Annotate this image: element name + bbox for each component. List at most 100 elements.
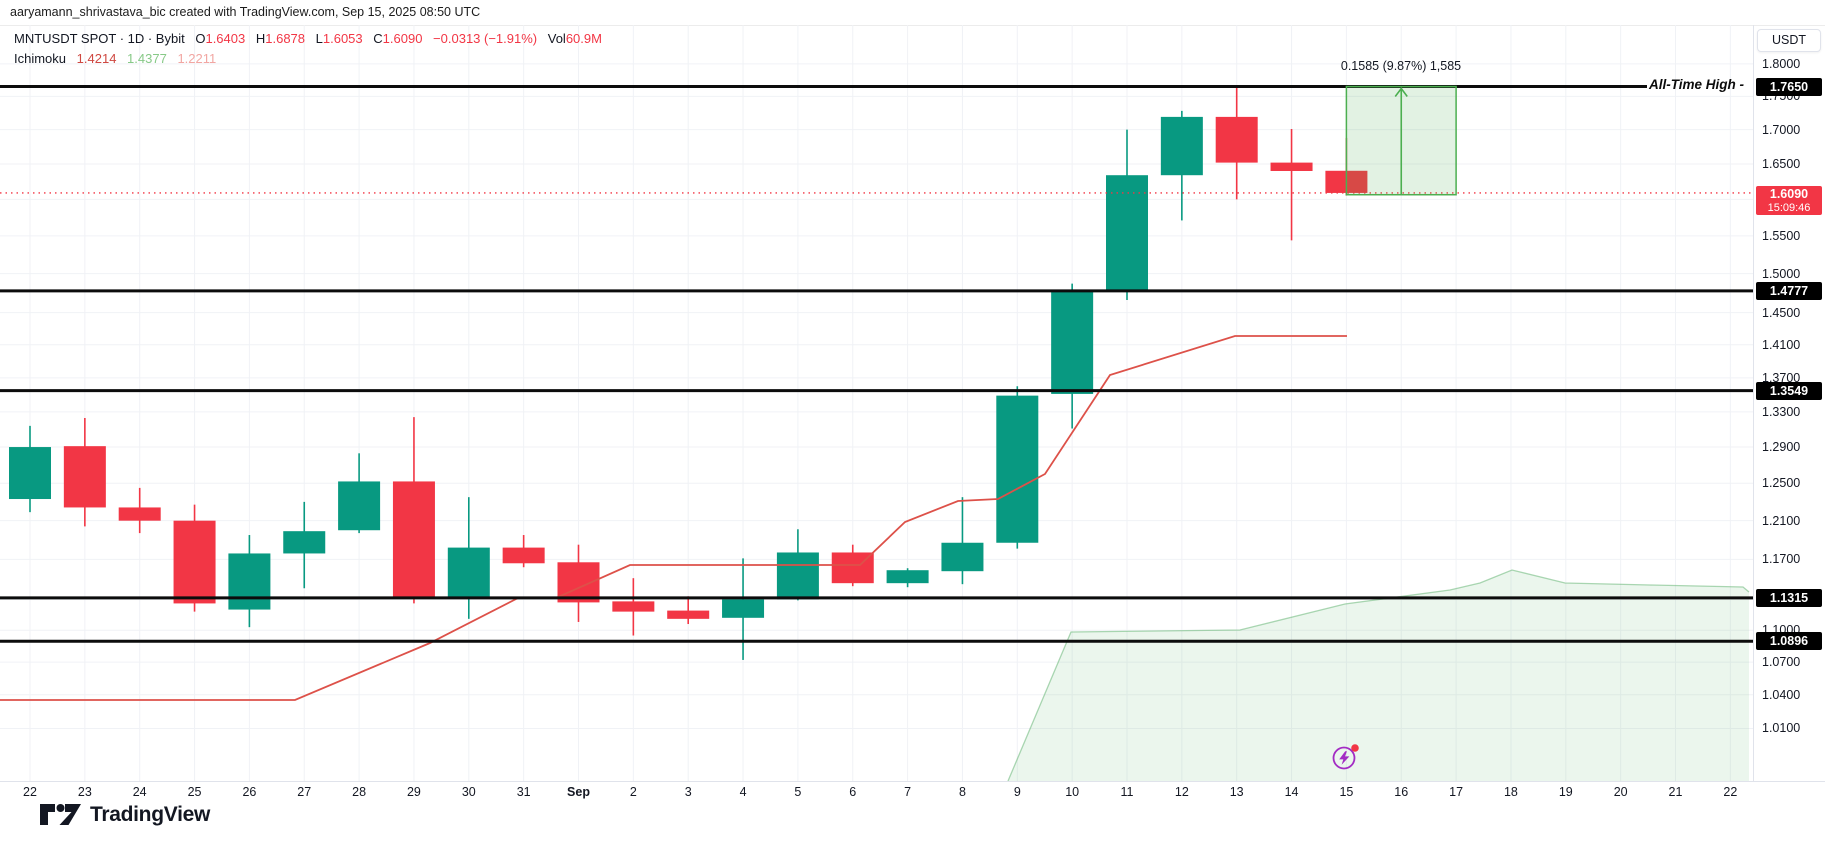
indicator-value-2: 1.4377 xyxy=(127,51,167,66)
time-tick: 12 xyxy=(1174,785,1189,799)
candle-body xyxy=(612,601,655,612)
tradingview-logo[interactable]: TradingView xyxy=(38,799,210,831)
candle-body xyxy=(722,599,765,618)
attribution-text: aaryamann_shrivastava_bic created with T… xyxy=(10,5,481,19)
indicator-value-3: 1.2211 xyxy=(177,51,217,66)
candle-body xyxy=(1160,116,1203,176)
price-tick: 1.4500 xyxy=(1762,305,1801,320)
price-tick: 1.3300 xyxy=(1762,404,1801,419)
tradingview-logo-mark xyxy=(40,804,81,825)
symbol-legend-row[interactable]: MNTUSDT SPOT · 1D · Bybit O1.6403 H1.687… xyxy=(14,29,602,49)
indicator-legend-row[interactable]: Ichimoku 1.4214 1.4377 1.2211 xyxy=(14,49,602,69)
attribution-bar: aaryamann_shrivastava_bic created with T… xyxy=(0,0,1825,26)
flash-icon[interactable] xyxy=(1329,741,1363,775)
price-tick: 1.0700 xyxy=(1762,655,1801,670)
time-tick: 2 xyxy=(629,785,637,799)
low-label: L xyxy=(315,31,323,46)
flash-icon-bolt xyxy=(1339,751,1350,765)
time-tick: 13 xyxy=(1229,785,1244,799)
candle-body xyxy=(1051,290,1094,394)
time-tick: 9 xyxy=(1013,785,1021,799)
price-tick: 1.5500 xyxy=(1762,228,1801,243)
candle-body xyxy=(392,481,435,599)
measure-tool-label: 0.1585 (9.87%) 1,585 xyxy=(1340,59,1462,73)
measure-arrowhead xyxy=(1394,87,1408,97)
flash-icon-circle xyxy=(1332,746,1356,770)
level-price-badge: 1.4777 xyxy=(1756,281,1822,300)
candle-body xyxy=(338,481,381,531)
low-value: 1.6053 xyxy=(322,31,363,46)
candle-body xyxy=(886,570,929,584)
open-label: O xyxy=(195,31,206,46)
open-value: 1.6403 xyxy=(205,31,246,46)
time-tick: 28 xyxy=(352,785,367,799)
time-tick: 30 xyxy=(461,785,476,799)
candle-body xyxy=(118,507,161,521)
ichimoku-cloud xyxy=(1008,570,1749,781)
indicator-value-1: 1.4214 xyxy=(76,51,117,66)
time-tick: 5 xyxy=(794,785,802,799)
price-tick: 1.3700 xyxy=(1762,370,1801,385)
time-tick: 3 xyxy=(684,785,692,799)
level-price-badge: 1.1315 xyxy=(1756,588,1822,607)
change-value: −0.0313 (−1.91%) xyxy=(433,31,538,46)
candle-body xyxy=(173,520,216,604)
price-tick: 1.0400 xyxy=(1762,687,1801,702)
level-price-badge: 1.7650 xyxy=(1756,77,1822,96)
time-tick: 14 xyxy=(1284,785,1299,799)
time-tick: 22 xyxy=(23,785,37,799)
time-axis[interactable]: 22 23 24 25 26 27 28 29 30 31 Sep 2 3 4 5 6 7 8 9 10 11 12 13 1… xyxy=(0,782,1753,808)
candle-body xyxy=(1270,162,1313,171)
price-axis-separator xyxy=(1753,25,1754,781)
price-tick: 1.8000 xyxy=(1762,56,1801,71)
candle-body xyxy=(1215,116,1258,163)
candle-body xyxy=(1106,175,1148,291)
volume-label: Vol xyxy=(547,31,566,46)
high-value: 1.6878 xyxy=(265,31,306,46)
volume-value: 60.9M xyxy=(565,31,602,46)
candle-body xyxy=(9,447,51,500)
all-time-high-label[interactable]: All-Time High - xyxy=(1649,77,1745,92)
price-tick: 1.2500 xyxy=(1762,476,1801,491)
time-tick: 4 xyxy=(739,785,747,799)
time-tick: 15 xyxy=(1339,785,1354,799)
legend: MNTUSDT SPOT · 1D · Bybit O1.6403 H1.687… xyxy=(14,29,602,69)
time-tick: 23 xyxy=(77,785,92,799)
candle-body xyxy=(996,395,1039,543)
price-tick: 1.0100 xyxy=(1762,721,1801,736)
time-tick: 18 xyxy=(1503,785,1518,799)
last-price-value: 1.6090 xyxy=(1769,186,1809,201)
high-label: H xyxy=(255,31,266,46)
time-tick: 26 xyxy=(242,785,257,799)
time-tick: 8 xyxy=(958,785,966,799)
candle-body xyxy=(228,553,271,610)
last-price-badge: 1.6090 15:09:46 xyxy=(1756,185,1822,215)
price-axis[interactable]: 1.6090 15:09:46 1.8000 1.7500 1.7000 1.6500… xyxy=(1754,0,1825,781)
time-axis-separator xyxy=(0,781,1825,782)
time-tick: Sep xyxy=(567,785,590,799)
symbol-title: MNTUSDT SPOT · 1D · Bybit xyxy=(14,31,185,46)
close-label: C xyxy=(373,31,383,46)
time-tick: 7 xyxy=(904,785,912,799)
candle-body xyxy=(63,446,106,508)
time-tick: 22 xyxy=(1723,785,1738,799)
time-tick: 25 xyxy=(187,785,202,799)
candle-body xyxy=(283,531,326,554)
time-tick: 31 xyxy=(516,785,531,799)
time-tick: 20 xyxy=(1613,785,1628,799)
ichimoku-cloud-edge xyxy=(1007,569,1750,782)
time-tick: 11 xyxy=(1120,785,1134,799)
time-tick: 17 xyxy=(1449,785,1464,799)
time-tick: 19 xyxy=(1558,785,1573,799)
candle-body xyxy=(667,610,710,619)
indicator-name: Ichimoku xyxy=(14,51,67,66)
time-tick: 21 xyxy=(1668,785,1683,799)
currency-button[interactable]: USDT xyxy=(1757,29,1821,52)
candle-body xyxy=(447,547,490,598)
close-value: 1.6090 xyxy=(382,31,423,46)
notification-dot xyxy=(1351,744,1359,752)
price-tick: 1.1700 xyxy=(1762,552,1801,567)
candle-body xyxy=(502,547,545,564)
